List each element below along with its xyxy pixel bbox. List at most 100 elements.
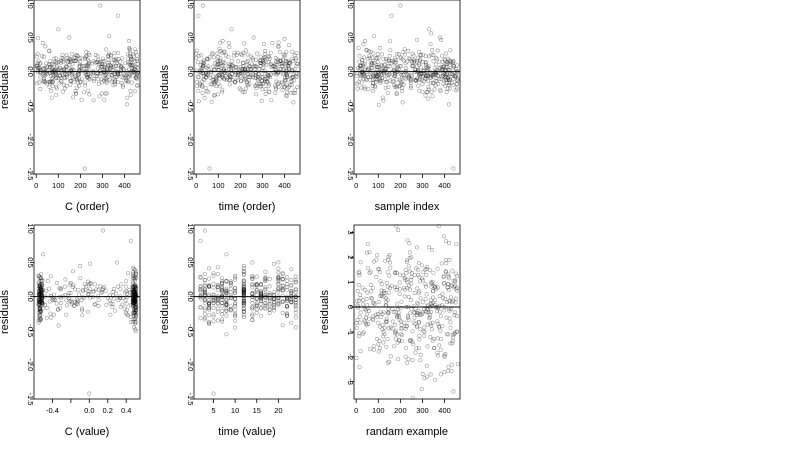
data-point bbox=[74, 53, 79, 58]
data-point bbox=[284, 59, 289, 64]
data-point bbox=[367, 316, 371, 321]
data-point bbox=[417, 78, 422, 83]
data-point bbox=[133, 291, 137, 296]
data-point bbox=[220, 289, 225, 294]
data-point bbox=[393, 322, 398, 327]
data-point bbox=[212, 67, 216, 72]
data-point bbox=[400, 100, 405, 105]
data-point bbox=[449, 362, 454, 367]
data-point bbox=[222, 77, 227, 82]
data-point bbox=[86, 292, 91, 297]
data-point bbox=[129, 57, 134, 62]
data-point bbox=[126, 79, 131, 84]
data-point bbox=[215, 64, 220, 69]
data-point bbox=[131, 298, 136, 303]
data-point bbox=[378, 80, 383, 85]
data-point bbox=[431, 270, 436, 275]
data-point bbox=[243, 66, 248, 71]
data-point bbox=[289, 79, 294, 84]
data-point bbox=[394, 84, 399, 89]
data-point bbox=[133, 76, 138, 81]
data-point bbox=[241, 290, 246, 295]
data-point bbox=[211, 271, 216, 276]
data-point bbox=[265, 76, 270, 80]
data-point bbox=[86, 62, 91, 67]
data-point bbox=[394, 287, 399, 292]
data-point bbox=[36, 66, 41, 71]
data-point bbox=[417, 73, 422, 78]
data-point bbox=[211, 273, 216, 278]
data-point bbox=[241, 309, 246, 314]
data-point bbox=[442, 353, 447, 358]
data-point bbox=[128, 63, 133, 68]
data-point bbox=[259, 289, 264, 294]
data-point bbox=[127, 290, 132, 295]
x-tick-label: 200 bbox=[74, 181, 87, 190]
y-tick-label: 1 bbox=[346, 280, 355, 284]
data-point bbox=[133, 292, 138, 297]
data-point bbox=[37, 298, 41, 303]
data-point bbox=[261, 61, 266, 66]
data-point bbox=[269, 98, 274, 103]
data-point bbox=[220, 89, 225, 94]
data-point bbox=[60, 73, 65, 78]
data-point bbox=[445, 300, 450, 305]
data-point bbox=[289, 320, 294, 325]
data-point bbox=[448, 59, 453, 64]
data-point bbox=[441, 274, 446, 279]
data-point bbox=[200, 83, 205, 88]
data-point bbox=[392, 65, 397, 70]
data-point bbox=[445, 81, 449, 86]
data-point bbox=[205, 56, 210, 61]
data-point bbox=[198, 305, 203, 310]
data-point bbox=[289, 300, 294, 305]
data-point bbox=[285, 287, 289, 292]
data-point bbox=[263, 269, 268, 274]
data-point bbox=[387, 58, 392, 63]
data-point bbox=[359, 63, 364, 68]
data-point bbox=[224, 303, 229, 308]
data-point bbox=[264, 79, 269, 84]
data-point bbox=[133, 313, 138, 318]
data-point bbox=[131, 298, 136, 303]
data-point bbox=[254, 302, 259, 307]
data-point bbox=[396, 52, 401, 57]
data-point bbox=[220, 301, 225, 306]
data-point bbox=[274, 86, 278, 91]
data-point bbox=[38, 309, 43, 314]
data-point bbox=[130, 63, 135, 68]
data-point bbox=[103, 73, 108, 78]
data-point bbox=[195, 60, 200, 65]
data-point bbox=[280, 283, 285, 288]
data-point bbox=[415, 324, 420, 329]
data-point bbox=[275, 59, 280, 64]
data-point bbox=[45, 278, 50, 283]
data-point bbox=[448, 77, 452, 82]
data-point bbox=[131, 310, 136, 315]
data-point bbox=[454, 69, 459, 73]
data-point bbox=[273, 83, 278, 88]
data-point bbox=[407, 338, 412, 343]
data-point bbox=[102, 75, 107, 80]
data-point bbox=[362, 85, 367, 90]
data-point bbox=[452, 64, 457, 69]
data-point bbox=[134, 294, 139, 298]
data-point bbox=[131, 267, 136, 271]
data-point bbox=[132, 289, 137, 294]
data-point bbox=[439, 77, 444, 82]
data-point bbox=[96, 77, 101, 82]
data-point bbox=[37, 291, 42, 296]
data-point bbox=[228, 307, 233, 312]
data-point bbox=[133, 289, 138, 294]
data-point bbox=[220, 38, 225, 43]
data-point bbox=[276, 277, 281, 282]
data-point bbox=[263, 301, 268, 306]
data-point bbox=[37, 289, 42, 294]
data-point bbox=[379, 72, 384, 77]
data-point bbox=[285, 275, 289, 280]
data-point bbox=[377, 65, 382, 70]
data-point bbox=[441, 81, 446, 86]
data-point bbox=[401, 273, 406, 278]
data-point bbox=[412, 58, 417, 63]
data-point bbox=[423, 62, 428, 67]
